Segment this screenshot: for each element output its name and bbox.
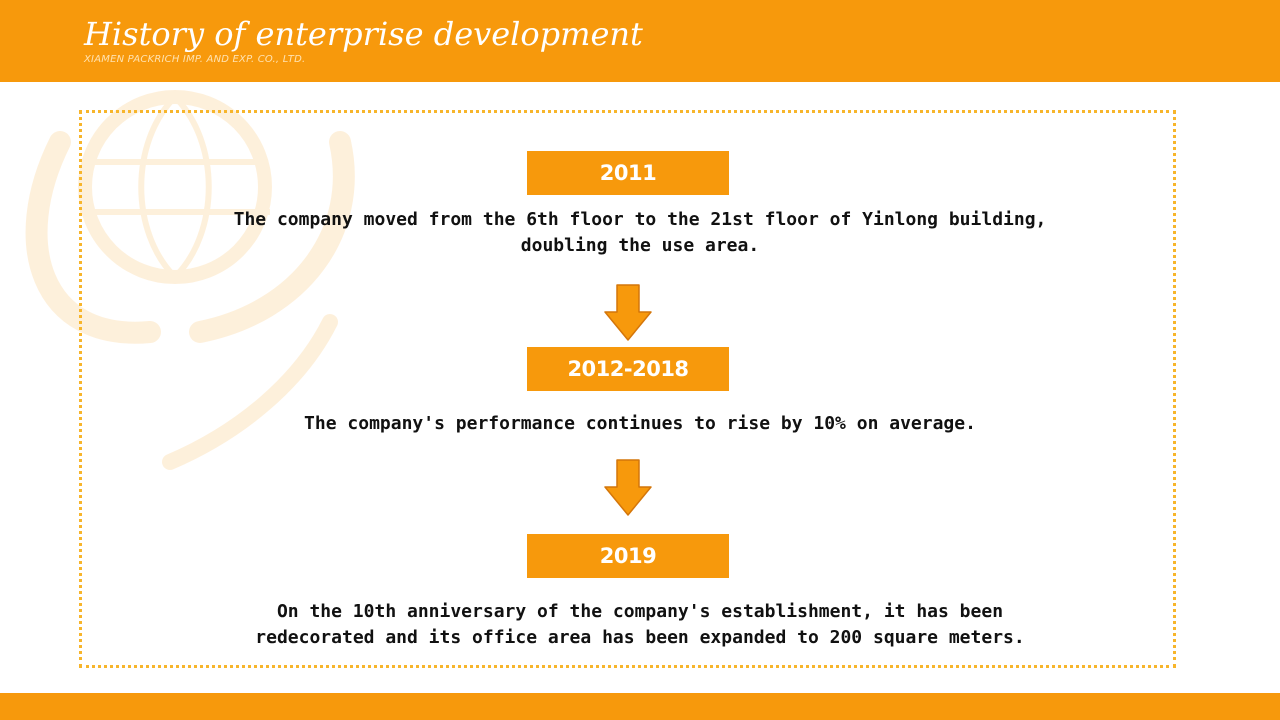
description-line: The company moved from the 6th floor to … [233,209,1047,230]
page-title: History of enterprise development [84,15,643,53]
arrow-down-icon [604,459,652,516]
timeline-frame [79,110,1176,668]
milestone-year-2011: 2011 [527,151,729,195]
milestone-year-2019: 2019 [527,534,729,578]
description-line: On the 10th anniversary of the company's… [276,601,1004,622]
header-bar: History of enterprise development XIAMEN… [0,0,1280,82]
milestone-description-2019: On the 10th anniversary of the company's… [140,599,1140,651]
footer-bar [0,693,1280,720]
description-line: The company's performance continues to r… [304,413,976,434]
milestone-year-2012-2018: 2012-2018 [527,347,729,391]
globe-watermark-icon [25,90,355,470]
milestone-description-2011: The company moved from the 6th floor to … [140,207,1140,259]
milestone-description-2012-2018: The company's performance continues to r… [140,411,1140,437]
description-line: doubling the use area. [520,235,760,256]
description-line: redecorated and its office area has been… [255,627,1025,648]
arrow-down-icon [604,284,652,341]
company-subtitle: XIAMEN PACKRICH IMP. AND EXP. CO., LTD. [84,54,306,65]
